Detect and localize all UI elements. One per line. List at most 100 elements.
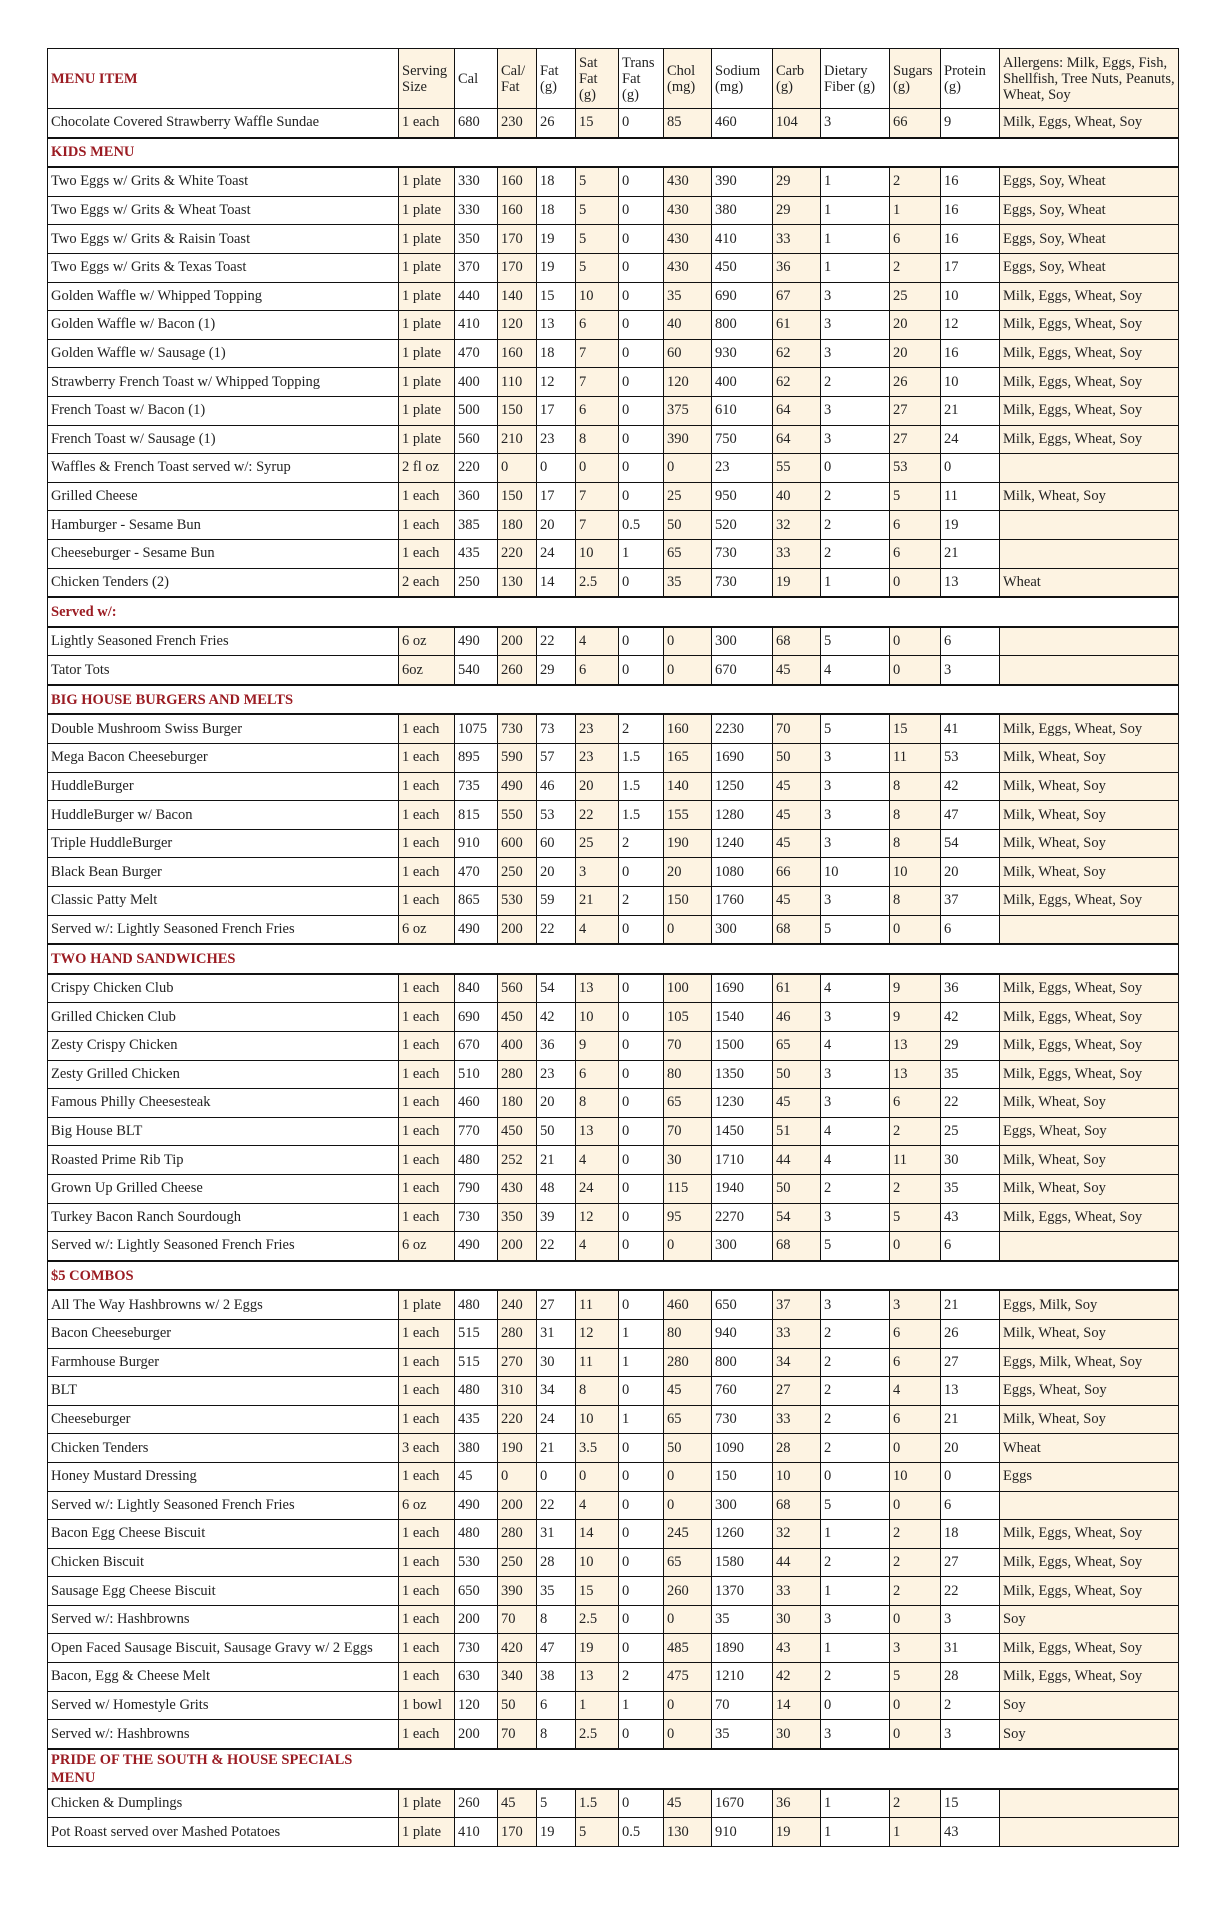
cell-sodium: 1240 [711,828,773,859]
cell-cholesterol: 430 [663,224,712,254]
cell-menu-item: Triple HuddleBurger [47,828,399,859]
cell-carb: 68 [772,914,821,945]
table-row: French Toast w/ Sausage (1) 1 plate 560 210… [47,424,1179,455]
cell-fat: 31 [536,1519,576,1549]
cell-cholesterol: 35 [663,567,712,598]
cell-sugars: 0 [889,626,941,657]
cell-menu-item: Big House BLT [47,1116,399,1147]
cell-calories-from-fat: 530 [497,886,537,916]
cell-dietary-fiber: 5 [820,1231,890,1262]
cell-sugars: 2 [889,1576,941,1606]
cell-protein: 41 [940,713,1000,745]
cell-trans-fat: 0 [618,338,664,369]
cell-trans-fat: 0 [618,281,664,312]
cell-serving-size: 1 each [398,1519,455,1549]
cell-sodium: 750 [711,424,773,455]
cell-allergens: Eggs, Soy, Wheat [999,166,1179,197]
cell-sodium: 450 [711,252,773,283]
cell-sodium: 910 [711,1817,773,1848]
table-row: Golden Waffle w/ Whipped Topping 1 plate 4… [47,281,1179,312]
cell-allergens: Milk, Eggs, Wheat, Soy [999,1031,1179,1061]
cell-trans-fat: 0 [618,453,664,483]
table-row: Cheeseburger 1 each 435 220 24 10 1 65 730 33 2 6 21… [47,1404,1179,1435]
cell-fat: 30 [536,1347,576,1378]
cell-cholesterol: 85 [663,107,712,139]
cell-calories-from-fat: 310 [497,1376,537,1406]
cell-protein: 3 [940,1719,1000,1750]
table-row: Pot Roast served over Mashed Potatoes 1 p… [47,1817,1179,1848]
cell-protein: 12 [940,310,1000,340]
cell-sodium: 300 [711,1490,773,1521]
table-row: Farmhouse Burger 1 each 515 270 30 11 1 280 800 3… [47,1347,1179,1378]
cell-carb: 70 [772,713,821,745]
cell-calories-from-fat: 400 [497,1031,537,1061]
cell-sugars: 6 [889,538,941,569]
cell-fat: 5 [536,1788,576,1819]
cell-allergens [999,510,1179,540]
cell-dietary-fiber: 1 [820,1576,890,1606]
cell-dietary-fiber: 3 [820,1719,890,1750]
header-calories-from-fat: Cal/ Fat [497,48,537,109]
table-row: Crispy Chicken Club 1 each 840 560 54 13 0 100 1… [47,973,1179,1004]
cell-menu-item: HuddleBurger [47,771,399,802]
cell-fat: 18 [536,338,576,369]
cell-sugars: 5 [889,481,941,512]
cell-allergens: Milk, Eggs, Wheat, Soy [999,1547,1179,1578]
cell-carb: 45 [772,1088,821,1118]
cell-sugars: 53 [889,453,941,483]
table-row: BLT 1 each 480 310 34 8 0 45 760 27 2 4 13 Eggs, Whea… [47,1376,1179,1406]
cell-trans-fat: 0 [618,1719,664,1750]
cell-dietary-fiber: 0 [820,1690,890,1721]
table-row: Cheeseburger - Sesame Bun 1 each 435 220 24 1… [47,538,1179,569]
cell-sugars: 11 [889,1145,941,1175]
cell-dietary-fiber: 3 [820,424,890,455]
cell-dietary-fiber: 1 [820,166,890,197]
cell-menu-item: Honey Mustard Dressing [47,1461,399,1492]
table-row: Two Eggs w/ Grits & Raisin Toast 1 plate 3… [47,224,1179,254]
cell-calories: 770 [454,1116,498,1147]
cell-menu-item: Waffles & French Toast served w/: Syrup [47,453,399,483]
cell-sat-fat: 1 [575,1690,619,1721]
cell-protein: 0 [940,1461,1000,1492]
section-header-row: PRIDE OF THE SOUTH & HOUSE SPECIALS MENU [47,1747,1179,1790]
cell-sat-fat: 4 [575,1490,619,1521]
cell-menu-item: Hamburger - Sesame Bun [47,510,399,540]
cell-cholesterol: 65 [663,538,712,569]
cell-protein: 19 [940,510,1000,540]
cell-sat-fat: 1.5 [575,1788,619,1819]
cell-cholesterol: 280 [663,1347,712,1378]
cell-sugars: 1 [889,1817,941,1848]
table-row: French Toast w/ Bacon (1) 1 plate 500 150 17… [47,395,1179,426]
cell-serving-size: 6oz [398,655,455,686]
cell-menu-item: All The Way Hashbrowns w/ 2 Eggs [47,1289,399,1320]
cell-protein: 35 [940,1059,1000,1090]
cell-calories-from-fat: 0 [497,453,537,483]
cell-trans-fat: 0 [618,1002,664,1032]
cell-cholesterol: 30 [663,1145,712,1175]
cell-trans-fat: 0.5 [618,1817,664,1848]
cell-sat-fat: 9 [575,1031,619,1061]
cell-calories-from-fat: 280 [497,1059,537,1090]
cell-cholesterol: 95 [663,1202,712,1233]
cell-calories: 435 [454,538,498,569]
cell-cholesterol: 0 [663,1719,712,1750]
table-row: Waffles & French Toast served w/: Syrup 2… [47,453,1179,483]
cell-menu-item: Turkey Bacon Ranch Sourdough [47,1202,399,1233]
header-cholesterol: Chol (mg) [663,48,712,109]
cell-protein: 2 [940,1690,1000,1721]
table-row: Mega Bacon Cheeseburger 1 each 895 590 57 23 1… [47,743,1179,773]
cell-menu-item: French Toast w/ Sausage (1) [47,424,399,455]
cell-protein: 53 [940,743,1000,773]
cell-sodium: 1690 [711,743,773,773]
cell-sodium: 730 [711,1404,773,1435]
cell-protein: 37 [940,886,1000,916]
cell-dietary-fiber: 3 [820,310,890,340]
cell-serving-size: 1 plate [398,252,455,283]
cell-sugars: 11 [889,743,941,773]
cell-sat-fat: 6 [575,395,619,426]
cell-trans-fat: 0 [618,252,664,283]
cell-cholesterol: 70 [663,1116,712,1147]
cell-serving-size: 1 each [398,1376,455,1406]
cell-protein: 6 [940,626,1000,657]
cell-allergens: Milk, Eggs, Wheat, Soy [999,424,1179,455]
